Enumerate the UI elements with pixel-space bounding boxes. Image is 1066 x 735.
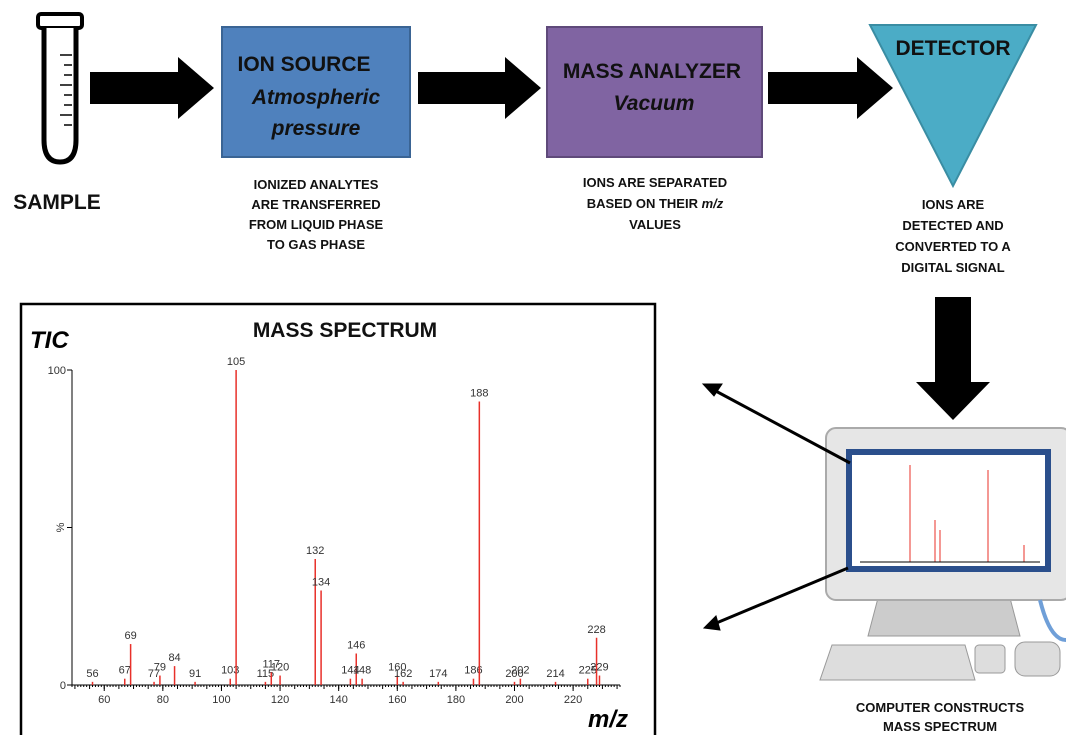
arrow [916,297,990,420]
x-tick-label: 140 [329,694,347,706]
ion-source-subtitle: Atmospheric [251,86,381,109]
x-tick-label: 180 [447,694,465,706]
caption-line: IONS ARE [922,197,985,212]
peak-label: 67 [119,665,131,677]
peak-label: 132 [306,545,324,557]
caption-line: BASED ON THEIR m/z [587,196,724,211]
x-tick-label: 80 [157,694,169,706]
computer-icon [820,428,1066,680]
caption-line: IONS ARE SEPARATED [583,175,727,190]
peak-label: 84 [168,652,180,664]
x-tick-label: 220 [564,694,582,706]
peak-label: 105 [227,356,245,368]
peak-label: 202 [511,665,529,677]
x-axis-label: m/z [588,706,628,733]
caption-line: CONVERTED TO A [895,239,1011,254]
arrow [90,57,214,119]
peak-label: 214 [546,668,564,680]
caption-text: BASED ON THEIR [587,196,699,211]
arrow [418,57,541,119]
sample-tube [38,14,82,162]
mass-analyzer-title: MASS ANALYZER [563,60,741,83]
caption-line: TO GAS PHASE [267,237,365,252]
caption-line: MASS SPECTRUM [883,719,997,734]
caption-line: DIGITAL SIGNAL [901,260,1005,275]
peak-label: 120 [271,662,289,674]
caption-line: DETECTED AND [902,218,1003,233]
peak-label: 91 [189,668,201,680]
y-tick-label: 0 [60,680,66,692]
caption-line: IONIZED ANALYTES [254,177,379,192]
peak-label: 56 [86,668,98,680]
peak-label: 146 [347,640,365,652]
y-axis-label: TIC [30,327,69,354]
peak-label: 162 [394,668,412,680]
caption-em: m/z [702,196,724,211]
x-tick-label: 160 [388,694,406,706]
peak-label: 148 [353,665,371,677]
mass-analyzer-subtitle: Vacuum [614,92,695,115]
y-tick-label: 100 [48,365,66,377]
peak-label: 174 [429,668,447,680]
y-unit-label: % [55,522,67,532]
peak-label: 229 [590,662,608,674]
peak-label: 134 [312,577,330,589]
caption-line: VALUES [629,217,681,232]
ion-source-subtitle: pressure [271,117,361,140]
peak-label: 69 [124,630,136,642]
x-tick-label: 200 [505,694,523,706]
x-tick-label: 120 [271,694,289,706]
x-tick-label: 100 [212,694,230,706]
peak-label: 228 [587,624,605,636]
arrow [768,57,893,119]
diagram: SAMPLE ION SOURCE Atmospheric pressure I… [0,0,1066,735]
detector-title: DETECTOR [895,37,1010,60]
ion-source-title: ION SOURCE [237,53,370,76]
sample-label: SAMPLE [13,191,101,214]
caption-line: FROM LIQUID PHASE [249,217,384,232]
peak-label: 79 [154,662,166,674]
caption-line: COMPUTER CONSTRUCTS [856,700,1025,715]
caption-line: ARE TRANSFERRED [251,197,380,212]
chart-title: MASS SPECTRUM [253,319,437,342]
x-tick-label: 60 [98,694,110,706]
peak-label: 188 [470,388,488,400]
